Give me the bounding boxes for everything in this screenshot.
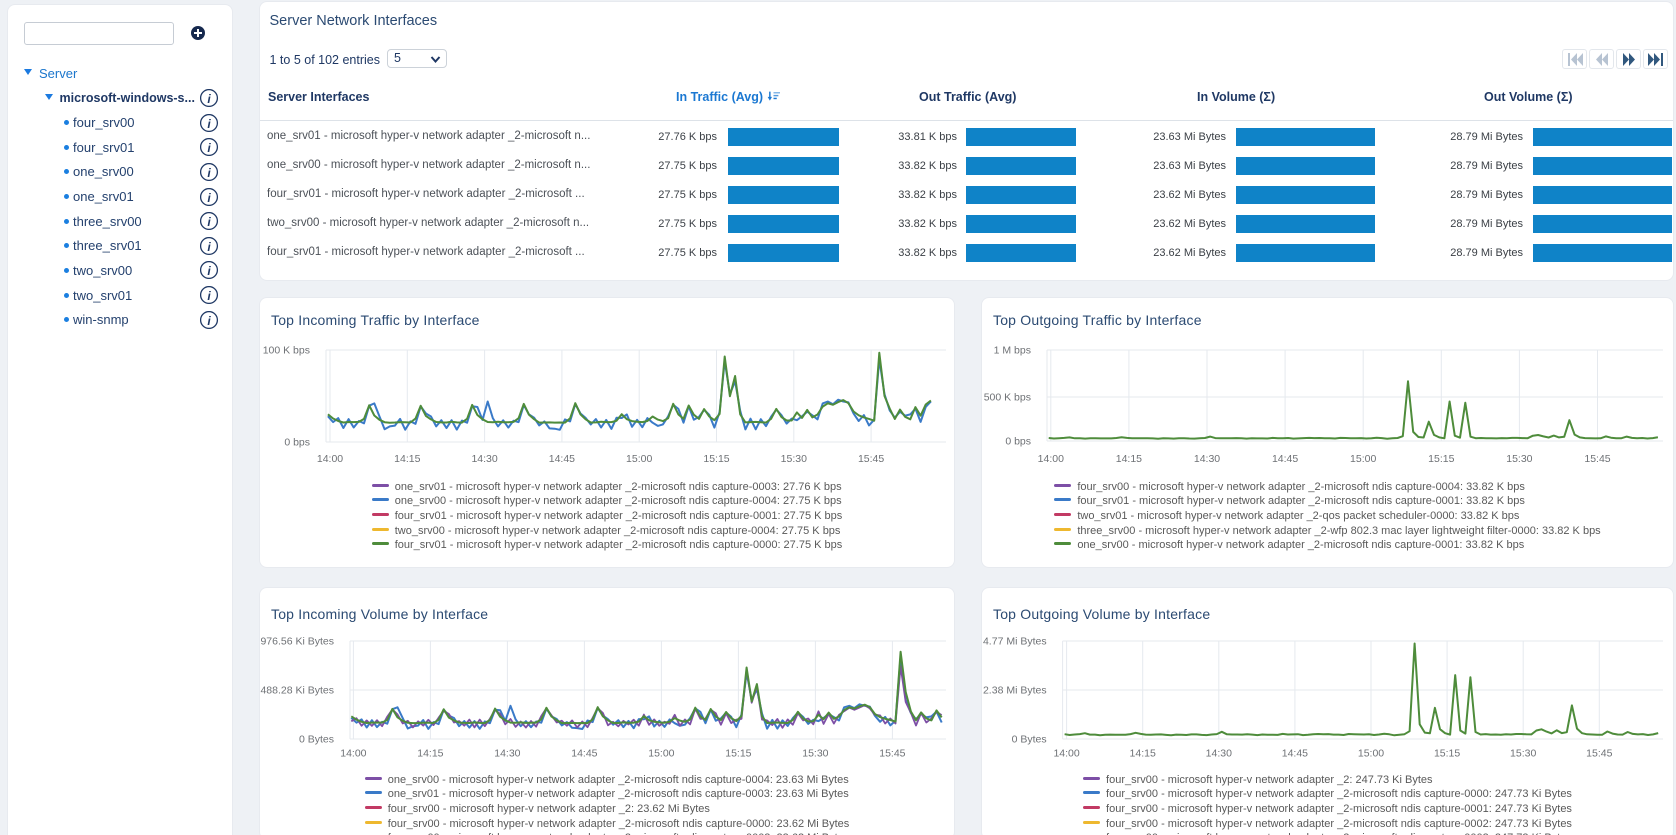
svg-text:14:30: 14:30 — [1206, 748, 1232, 760]
svg-text:15:30: 15:30 — [781, 453, 807, 465]
svg-text:15:15: 15:15 — [725, 748, 751, 760]
svg-text:15:00: 15:00 — [648, 748, 674, 760]
svg-text:14:45: 14:45 — [571, 748, 597, 760]
svg-text:0 bps: 0 bps — [284, 437, 310, 449]
svg-text:0 bps: 0 bps — [1005, 436, 1031, 448]
svg-text:15:15: 15:15 — [1428, 453, 1454, 465]
svg-text:2.38 Mi Bytes: 2.38 Mi Bytes — [983, 685, 1047, 697]
svg-text:15:00: 15:00 — [626, 453, 652, 465]
svg-text:15:45: 15:45 — [858, 453, 884, 465]
svg-text:14:45: 14:45 — [1272, 453, 1298, 465]
svg-text:15:30: 15:30 — [1510, 748, 1536, 760]
svg-text:15:15: 15:15 — [703, 453, 729, 465]
svg-text:i: i — [207, 264, 211, 278]
svg-text:14:00: 14:00 — [1053, 748, 1079, 760]
svg-text:i: i — [207, 92, 211, 106]
svg-text:14:45: 14:45 — [1282, 748, 1308, 760]
svg-text:14:15: 14:15 — [417, 748, 443, 760]
svg-text:15:00: 15:00 — [1350, 453, 1376, 465]
svg-text:14:15: 14:15 — [1130, 748, 1156, 760]
svg-text:0 Bytes: 0 Bytes — [1012, 734, 1047, 746]
svg-text:488.28 Ki Bytes: 488.28 Ki Bytes — [260, 685, 334, 697]
svg-text:15:00: 15:00 — [1358, 748, 1384, 760]
svg-text:14:00: 14:00 — [1038, 453, 1064, 465]
svg-text:i: i — [207, 289, 211, 303]
svg-text:0 Bytes: 0 Bytes — [299, 734, 334, 746]
svg-text:i: i — [207, 117, 211, 131]
svg-text:14:00: 14:00 — [317, 453, 343, 465]
svg-text:i: i — [207, 314, 211, 328]
svg-text:1 M bps: 1 M bps — [994, 345, 1031, 357]
svg-text:i: i — [207, 141, 211, 155]
svg-text:i: i — [207, 191, 211, 205]
svg-text:14:00: 14:00 — [340, 748, 366, 760]
svg-text:15:45: 15:45 — [879, 748, 905, 760]
svg-text:14:45: 14:45 — [549, 453, 575, 465]
svg-text:15:15: 15:15 — [1434, 748, 1460, 760]
svg-text:15:30: 15:30 — [1506, 453, 1532, 465]
svg-text:i: i — [207, 166, 211, 180]
svg-text:14:30: 14:30 — [494, 748, 520, 760]
svg-text:100 K bps: 100 K bps — [263, 345, 310, 357]
svg-text:14:15: 14:15 — [1116, 453, 1142, 465]
svg-text:i: i — [207, 215, 211, 229]
svg-text:15:45: 15:45 — [1586, 748, 1612, 760]
svg-text:14:30: 14:30 — [471, 453, 497, 465]
svg-text:14:15: 14:15 — [394, 453, 420, 465]
svg-text:14:30: 14:30 — [1194, 453, 1220, 465]
svg-text:15:45: 15:45 — [1584, 453, 1610, 465]
svg-text:i: i — [207, 240, 211, 254]
svg-text:500 K bps: 500 K bps — [984, 392, 1031, 404]
svg-text:976.56 Ki Bytes: 976.56 Ki Bytes — [260, 636, 334, 648]
svg-text:4.77 Mi Bytes: 4.77 Mi Bytes — [983, 636, 1047, 648]
svg-text:15:30: 15:30 — [802, 748, 828, 760]
